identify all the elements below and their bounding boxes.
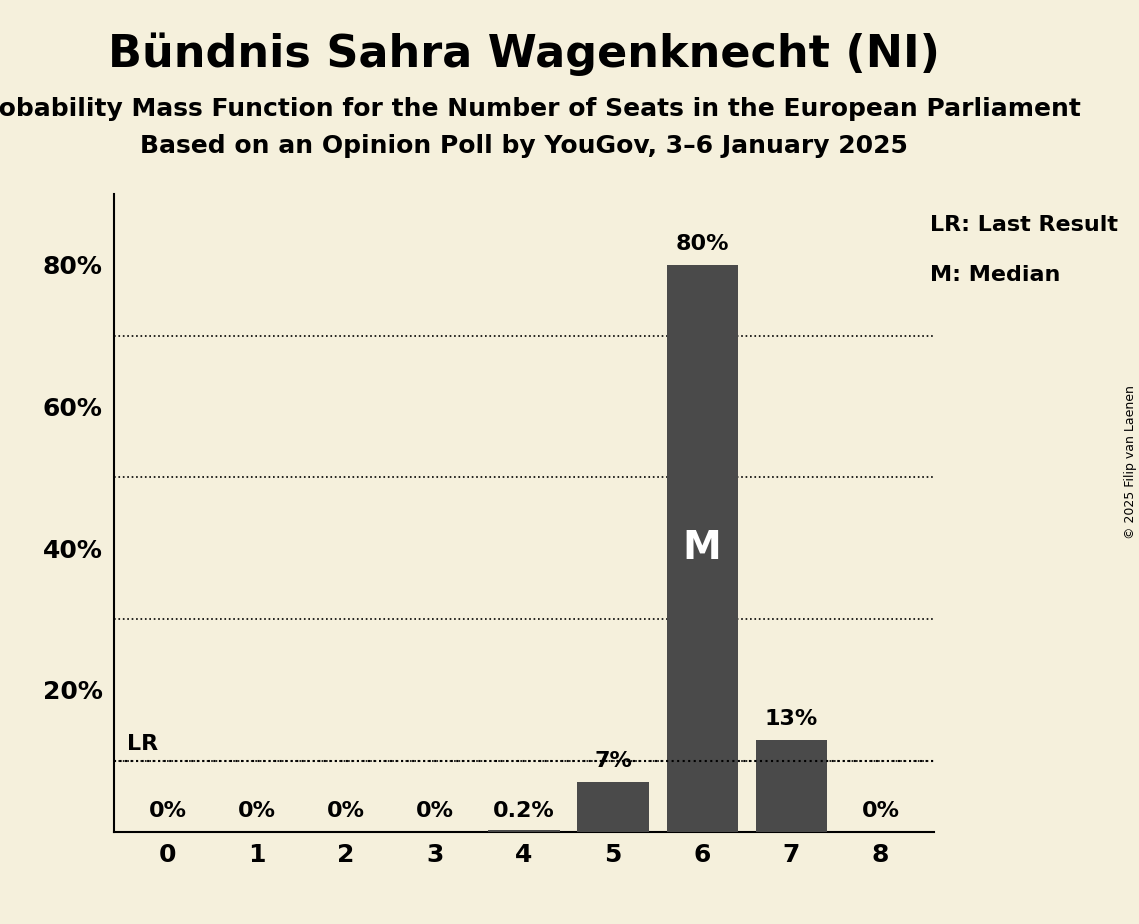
Text: 0%: 0% — [416, 801, 453, 821]
Bar — [577, 782, 649, 832]
Text: 0%: 0% — [148, 801, 187, 821]
Text: 7%: 7% — [595, 751, 632, 772]
Text: © 2025 Filip van Laenen: © 2025 Filip van Laenen — [1124, 385, 1137, 539]
Bar — [489, 830, 559, 832]
Text: LR: Last Result: LR: Last Result — [929, 215, 1117, 236]
Text: M: Median: M: Median — [929, 265, 1060, 285]
Bar — [666, 265, 738, 832]
Text: M: M — [683, 529, 722, 567]
Text: Based on an Opinion Poll by YouGov, 3–6 January 2025: Based on an Opinion Poll by YouGov, 3–6 … — [140, 134, 908, 158]
Text: Bündnis Sahra Wagenknecht (NI): Bündnis Sahra Wagenknecht (NI) — [108, 32, 940, 76]
Text: 0.2%: 0.2% — [493, 801, 555, 821]
Text: LR: LR — [128, 734, 158, 754]
Text: 80%: 80% — [675, 235, 729, 254]
Text: Probability Mass Function for the Number of Seats in the European Parliament: Probability Mass Function for the Number… — [0, 97, 1081, 121]
Text: 0%: 0% — [861, 801, 900, 821]
Text: 0%: 0% — [327, 801, 364, 821]
Text: 0%: 0% — [238, 801, 276, 821]
Text: 13%: 13% — [764, 709, 818, 729]
Bar — [755, 739, 827, 832]
